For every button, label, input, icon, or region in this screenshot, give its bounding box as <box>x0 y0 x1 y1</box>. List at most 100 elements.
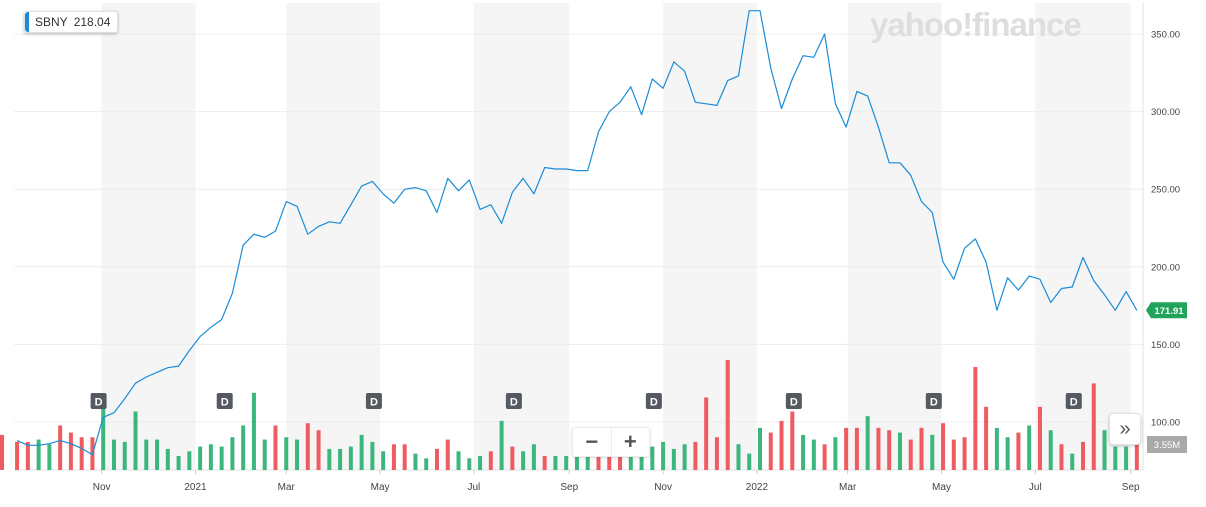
x-tick-label: May <box>932 482 951 493</box>
volume-bar <box>251 392 256 470</box>
volume-bar <box>693 441 698 470</box>
volume-bar <box>1037 406 1042 470</box>
dividend-label: D <box>650 397 658 409</box>
volume-bar <box>316 430 321 470</box>
volume-bar <box>628 448 633 470</box>
volume-bar <box>478 455 483 470</box>
dividend-label: D <box>1070 397 1078 409</box>
last-value-label: 171.91 <box>1154 306 1184 317</box>
zoom-in-button[interactable]: + <box>610 428 650 456</box>
volume-bar <box>230 437 235 470</box>
volume-bar <box>122 441 127 470</box>
shaded-period <box>663 3 757 470</box>
volume-bar <box>564 455 569 470</box>
volume-bar <box>661 441 666 470</box>
volume-bar <box>68 432 73 470</box>
volume-bar <box>671 448 676 470</box>
volume-bar <box>887 430 892 470</box>
volume-bar <box>1124 446 1129 470</box>
volume-bar <box>596 448 601 470</box>
volume-bar <box>639 446 644 470</box>
shaded-period <box>286 3 381 470</box>
volume-bar <box>844 427 849 470</box>
dividend-marker[interactable]: D <box>645 393 662 409</box>
dividend-marker[interactable]: D <box>1065 393 1082 409</box>
volume-bar <box>704 397 709 470</box>
volume-bar <box>402 444 407 470</box>
dividend-label: D <box>510 397 518 409</box>
x-tick-label: Mar <box>839 482 857 493</box>
volume-bar <box>15 441 20 470</box>
dividend-marker[interactable]: D <box>90 393 107 409</box>
volume-bar <box>111 439 116 470</box>
dividend-marker[interactable]: D <box>216 393 233 409</box>
dividend-badge <box>505 393 522 409</box>
volume-bar <box>833 437 838 470</box>
volume-bar <box>144 439 149 470</box>
dividend-marker[interactable]: D <box>505 393 522 409</box>
x-tick-label: Jul <box>468 482 481 493</box>
volume-bar <box>338 448 343 470</box>
volume-bar <box>542 455 547 470</box>
volume-bar <box>790 411 795 470</box>
volume-bars <box>0 360 1139 470</box>
volume-bar <box>1134 441 1139 470</box>
volume-bar <box>1102 430 1107 470</box>
scroll-right-button[interactable]: » <box>1109 413 1141 445</box>
volume-bar <box>101 404 106 470</box>
dividend-label: D <box>95 397 103 409</box>
volume-bar <box>811 439 816 470</box>
volume-bar <box>521 451 526 470</box>
volume-bar <box>381 451 386 470</box>
volume-bar <box>391 444 396 470</box>
volume-bar <box>510 446 515 470</box>
dividend-marker[interactable]: D <box>925 393 942 409</box>
volume-bar <box>187 451 192 470</box>
volume-bar <box>1113 446 1118 470</box>
volume-bar <box>758 427 763 470</box>
dividend-badge <box>365 393 382 409</box>
y-axis: 100.00 150.00 200.00 250.00 300.00 350.00 171.… <box>1146 30 1187 453</box>
zoom-out-button[interactable]: − <box>585 429 599 454</box>
volume-bar <box>47 444 52 470</box>
volume-bar <box>133 411 138 470</box>
volume-bar <box>854 427 859 470</box>
y-tick-label: 250.00 <box>1151 185 1180 196</box>
volume-bar <box>941 423 946 470</box>
volume-bar <box>1081 441 1086 470</box>
volume-bar <box>467 458 472 470</box>
volume-bar <box>908 439 913 470</box>
gridlines <box>14 3 1144 471</box>
dividend-label: D <box>221 397 229 409</box>
volume-bar <box>865 416 870 470</box>
shaded-period <box>1035 3 1131 470</box>
volume-bar <box>434 448 439 470</box>
shaded-period <box>101 3 196 470</box>
volume-bar <box>607 448 612 470</box>
x-axis: Nov 2021 Mar May Jul Sep Nov 2022 Mar May Jul Sep <box>93 470 1140 493</box>
volume-bar <box>876 427 881 470</box>
last-value-badge <box>1146 302 1187 319</box>
price-line-layer <box>16 10 1138 456</box>
dividend-marker[interactable]: D <box>365 393 382 409</box>
month-shading <box>101 3 1131 470</box>
volume-bar <box>736 444 741 470</box>
volume-bar <box>273 425 278 470</box>
dividend-badge <box>645 393 662 409</box>
volume-bar <box>994 427 999 470</box>
volume-bar <box>553 455 558 470</box>
dividend-badge <box>785 393 802 409</box>
volume-bar <box>413 453 418 470</box>
x-tick-label: Sep <box>560 482 578 493</box>
volume-bar <box>1059 444 1064 470</box>
dividend-marker[interactable]: D <box>785 393 802 409</box>
volume-bar <box>219 446 224 470</box>
volume-bar <box>262 439 267 470</box>
volume-bar <box>58 425 63 470</box>
dividend-label: D <box>370 397 378 409</box>
y-tick-label: 300.00 <box>1151 107 1180 118</box>
x-tick-label: 2021 <box>184 482 207 493</box>
volume-bar <box>801 434 806 470</box>
